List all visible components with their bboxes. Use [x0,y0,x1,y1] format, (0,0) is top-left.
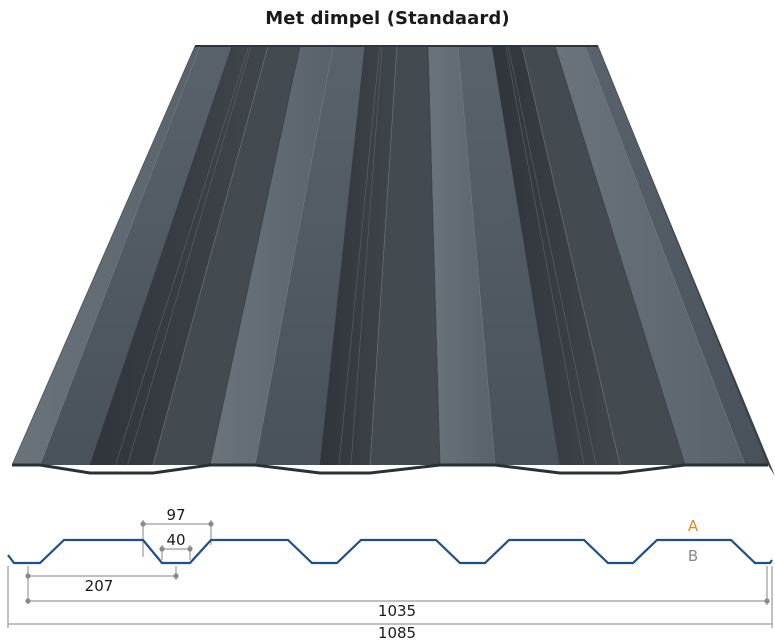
sheet-panel [492,46,620,465]
sheet-panel [40,46,232,465]
sheet-edge-line [89,45,233,466]
dim-cover-width: 1035 [378,602,416,620]
sheet-panel [255,46,365,465]
sheet-edge-line [11,45,196,466]
sheet-bottom-edge [12,463,768,475]
sheet-edge-line [319,45,366,466]
sheet-panel [210,46,333,465]
sheet-panel [585,46,768,465]
sheet-panel [12,46,200,465]
sheet-panel [458,46,560,465]
dim-total-width: 1085 [378,624,416,641]
sheet-edge-line [209,45,301,466]
side-label-a: A [688,517,699,535]
sheet-panel [90,46,268,465]
dimple-groove [115,45,250,466]
sheet-edge-line [491,45,561,466]
dim-pitch: 207 [85,577,114,595]
sheet-edge-line [39,45,201,466]
sheet-panel [153,46,300,465]
sheet-edge-line [554,45,686,466]
dimple-groove [127,45,252,466]
dim-dimple-width: 40 [166,531,185,549]
side-label-b: B [688,547,698,565]
dim-top-width: 97 [166,506,185,524]
sheet-panel [555,46,745,465]
dimension-dots [25,521,770,604]
page-title: Met dimpel (Standaard) [265,8,510,29]
roof-sheet-image [11,45,775,476]
sheet-edge-line [254,45,334,466]
sheet-edge-line [369,45,398,466]
sheet-edge-line [457,45,496,466]
sheet-edge-line [521,45,621,466]
dimple-groove [338,45,381,466]
dimple-groove [505,45,585,466]
sheet-edge-line [427,45,441,466]
sheet-panel [320,46,397,465]
sheet-panel [370,46,440,465]
sheet-panel [522,46,685,465]
sheet-panels [11,45,775,476]
profile-line [7,538,773,565]
sheet-panel [428,46,495,465]
dimension-lines [7,520,773,628]
dimple-groove [507,45,597,466]
sheet-edge-line [584,45,746,466]
sheet-edge-line [152,45,269,466]
dimple-groove [350,45,383,466]
